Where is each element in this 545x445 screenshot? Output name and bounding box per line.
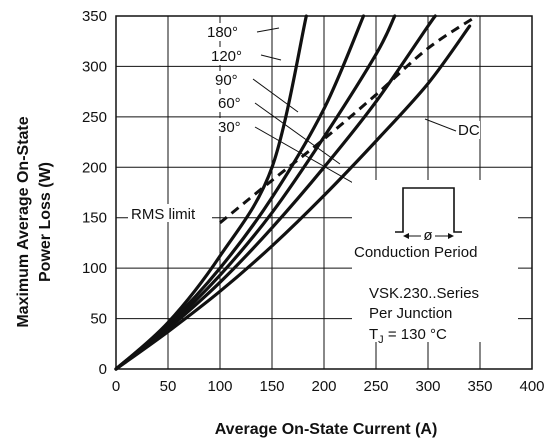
x-tick-label: 350 <box>467 378 492 395</box>
plot-frame <box>115 15 533 370</box>
series-line-30 <box>114 24 472 371</box>
series-line-90 <box>114 14 397 371</box>
junction-temp-label: TJ = 130 °C <box>369 326 447 346</box>
y-tick-label: 150 <box>82 210 107 227</box>
x-tick-label: 150 <box>259 378 284 395</box>
x-tick-label: 50 <box>160 378 177 395</box>
tj-suffix: = 130 °C <box>384 326 447 343</box>
x-tick-label: 300 <box>415 378 440 395</box>
series-label-bg <box>209 47 251 65</box>
x-tick-label: 400 <box>519 378 544 395</box>
series-line-dc <box>219 14 478 224</box>
y-tick-label: 100 <box>82 260 107 277</box>
rms-limit-label: RMS limit <box>131 206 196 223</box>
series-label-leader <box>252 78 299 113</box>
series-label-leader <box>254 102 341 165</box>
series-label: 120° <box>211 48 242 65</box>
series-label-leader <box>424 118 457 132</box>
series-label: DC <box>458 122 480 139</box>
series-label-bg <box>216 94 249 112</box>
conduction-period-label: Conduction Period <box>354 244 477 261</box>
tj-prefix: T <box>369 326 378 343</box>
y-tick-label: 0 <box>99 361 107 378</box>
series-line-180 <box>114 14 308 371</box>
series-label-bg <box>213 71 246 89</box>
series-line-60 <box>114 14 437 371</box>
y-tick-label: 350 <box>82 8 107 25</box>
x-tick-label: 100 <box>207 378 232 395</box>
y-tick-label: 200 <box>82 159 107 176</box>
series-label: 30° <box>218 119 241 136</box>
y-tick-label: 50 <box>90 311 107 328</box>
y-tick-label: 300 <box>82 58 107 75</box>
x-tick-label: 0 <box>112 378 120 395</box>
x-tick-label: 250 <box>363 378 388 395</box>
phi-arrowhead-right-icon <box>448 233 454 239</box>
y-axis-label: Maximum Average On-State Power Loss (W) <box>15 116 54 327</box>
phi-arrowhead-left-icon <box>403 233 409 239</box>
x-tick-label: 200 <box>311 378 336 395</box>
inset-box <box>352 180 518 342</box>
series-label-bg <box>216 118 249 136</box>
y-axis-label-line-1: Maximum Average On-State <box>15 116 32 327</box>
annotations: 180° 120° 90° 60° 30° DC RMS limit øConduction … <box>128 23 518 346</box>
y-axis-label-line-2: Power Loss (W) <box>37 162 54 282</box>
series-label: 180° <box>207 24 238 41</box>
series-label-leader <box>256 27 280 33</box>
tj-subscript: J <box>378 334 384 346</box>
x-axis-label: Average On-State Current (A) <box>215 421 438 438</box>
series-label-bg <box>205 23 247 41</box>
series-label: 90° <box>215 72 238 89</box>
series-curves <box>114 14 478 371</box>
per-junction-label: Per Junction <box>369 305 452 322</box>
conduction-waveform-icon <box>395 187 462 233</box>
rms-limit-bg <box>128 204 212 222</box>
phi-label: ø <box>423 227 432 244</box>
series-label-bg <box>456 121 480 139</box>
series-label-leader <box>260 54 282 61</box>
y-tick-label: 250 <box>82 109 107 126</box>
series-label: 60° <box>218 95 241 112</box>
tick-labels: 0 50 100 150 200 250 300 350 400 0 50 100 150 200 250 3… <box>82 8 545 395</box>
device-series-label: VSK.230..Series <box>369 285 479 302</box>
